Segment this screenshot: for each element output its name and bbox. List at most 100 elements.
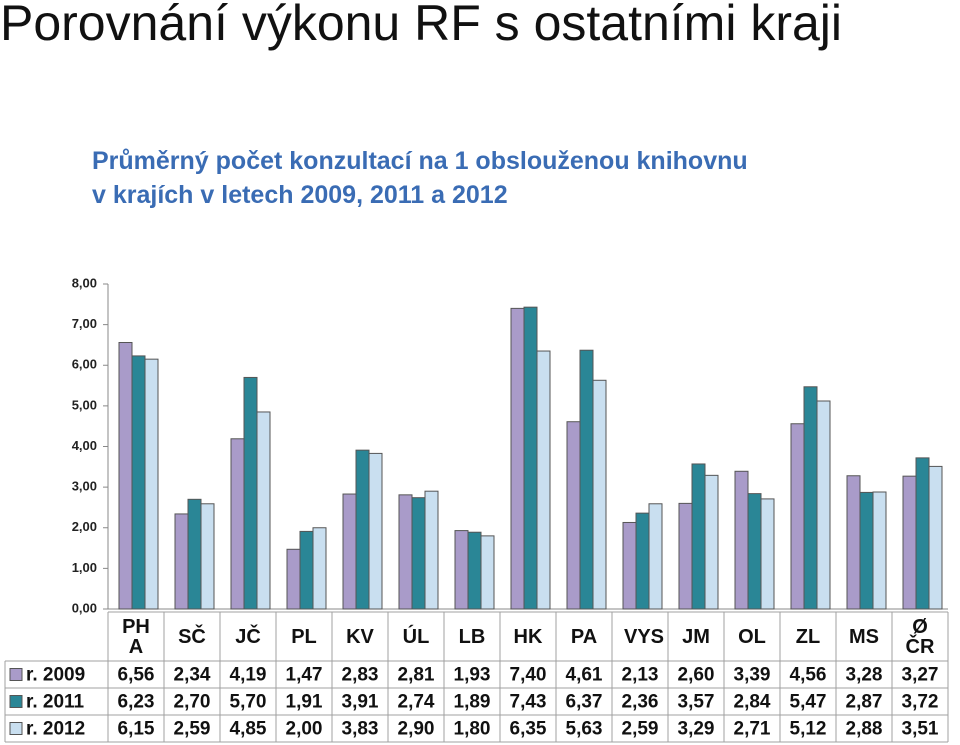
y-tick-label: 3,00 xyxy=(72,479,97,494)
value-label: 3,51 xyxy=(902,719,939,740)
cell-wrap: PA xyxy=(556,612,612,661)
cell-wrap: MS xyxy=(836,612,892,661)
bar xyxy=(174,513,189,610)
x-tick-label: JM xyxy=(682,625,710,648)
bar xyxy=(846,475,861,610)
cell-wrap: ÚL xyxy=(388,612,444,661)
value-label: 2,81 xyxy=(398,665,435,686)
value-label: 5,70 xyxy=(230,692,267,713)
value-label: 2,87 xyxy=(846,692,883,713)
value-label: 1,80 xyxy=(454,719,491,740)
value-label: 7,43 xyxy=(510,692,547,713)
cell-wrap: JČ xyxy=(220,612,276,661)
value-label: 3,83 xyxy=(342,719,379,740)
value-label: 3,91 xyxy=(342,692,379,713)
bar xyxy=(691,463,706,610)
bar xyxy=(872,491,887,610)
bar xyxy=(523,306,538,610)
value-label: 7,40 xyxy=(510,665,547,686)
value-label: 2,60 xyxy=(678,665,715,686)
bar xyxy=(355,449,370,610)
bar xyxy=(622,521,637,610)
value-label: 4,85 xyxy=(230,719,267,740)
category-cell: LB xyxy=(458,625,486,648)
bar xyxy=(299,530,314,610)
bar xyxy=(566,421,581,610)
value-label: 3,28 xyxy=(846,665,883,686)
bar xyxy=(118,342,133,610)
x-tick-label: PH A xyxy=(122,615,150,658)
cell-wrap: OL xyxy=(724,612,780,661)
value-label: 6,37 xyxy=(566,692,603,713)
bar xyxy=(678,502,693,610)
bar xyxy=(424,490,439,610)
category-cell: KV xyxy=(332,612,388,661)
value-label: 2,13 xyxy=(622,665,659,686)
cell-wrap: Ø ČR xyxy=(892,612,948,661)
legend-swatch xyxy=(9,695,23,708)
category-cell: ZL xyxy=(780,612,836,661)
value-label: 2,88 xyxy=(846,719,883,740)
value-label: 5,47 xyxy=(790,692,827,713)
cell-wrap: HK xyxy=(500,612,556,661)
legend-label: r. 2012 xyxy=(26,719,85,740)
bar xyxy=(816,400,831,610)
bar xyxy=(510,307,525,610)
bar xyxy=(480,535,495,610)
bar xyxy=(368,452,383,610)
bar xyxy=(704,474,719,610)
chart-subtitle: v krajích v letech 2009, 2011 a 2012 xyxy=(92,181,508,209)
bar xyxy=(579,349,594,610)
value-label: 3,27 xyxy=(902,665,939,686)
x-tick-label: LB xyxy=(458,625,486,648)
value-label: 2,84 xyxy=(734,692,771,713)
bar xyxy=(200,503,215,610)
cell-wrap: SČ xyxy=(164,612,220,661)
value-label: 2,36 xyxy=(622,692,659,713)
x-tick-label: MS xyxy=(849,625,879,648)
cell-wrap: JM xyxy=(668,612,724,661)
x-tick-label: PL xyxy=(291,625,317,648)
y-tick-label: 1,00 xyxy=(72,560,97,575)
bar xyxy=(398,494,413,610)
value-label: 1,89 xyxy=(454,692,491,713)
bar xyxy=(760,498,775,610)
category-cell: SČ xyxy=(164,612,220,661)
category-cell: PH A xyxy=(122,615,150,658)
category-cell: VYS xyxy=(624,625,665,648)
category-cell: PL xyxy=(276,612,332,661)
bar xyxy=(803,386,818,610)
value-label: 3,29 xyxy=(678,719,715,740)
bar xyxy=(131,355,146,610)
value-label: 1,47 xyxy=(286,665,323,686)
bar xyxy=(859,491,874,610)
bar xyxy=(536,350,551,610)
y-tick-label: 6,00 xyxy=(72,357,97,372)
x-tick-label: VYS xyxy=(624,625,665,648)
category-cell: PA xyxy=(556,612,612,661)
value-label: 3,39 xyxy=(734,665,771,686)
x-tick-label: OL xyxy=(738,625,766,648)
x-tick-label: SČ xyxy=(178,625,206,648)
bar xyxy=(411,497,426,610)
value-label: 6,15 xyxy=(118,719,155,740)
value-label: 1,91 xyxy=(286,692,323,713)
category-cell: OL xyxy=(724,612,780,661)
x-tick-label: PA xyxy=(570,625,598,648)
value-label: 6,35 xyxy=(510,719,547,740)
cell-wrap: PL xyxy=(276,612,332,661)
bar xyxy=(635,512,650,610)
cell-wrap: KV xyxy=(332,612,388,661)
bar xyxy=(928,465,943,610)
value-label: 2,70 xyxy=(174,692,211,713)
value-label: 6,23 xyxy=(118,692,155,713)
legend-label: r. 2009 xyxy=(26,665,85,686)
value-label: 3,57 xyxy=(678,692,715,713)
bar xyxy=(734,470,749,610)
chart-subtitle: Průměrný počet konzultací na 1 obsloužen… xyxy=(92,147,748,175)
cell-wrap: ZL xyxy=(780,612,836,661)
x-tick-label: ÚL xyxy=(402,625,430,648)
value-label: 4,19 xyxy=(230,665,267,686)
bar xyxy=(454,530,469,610)
